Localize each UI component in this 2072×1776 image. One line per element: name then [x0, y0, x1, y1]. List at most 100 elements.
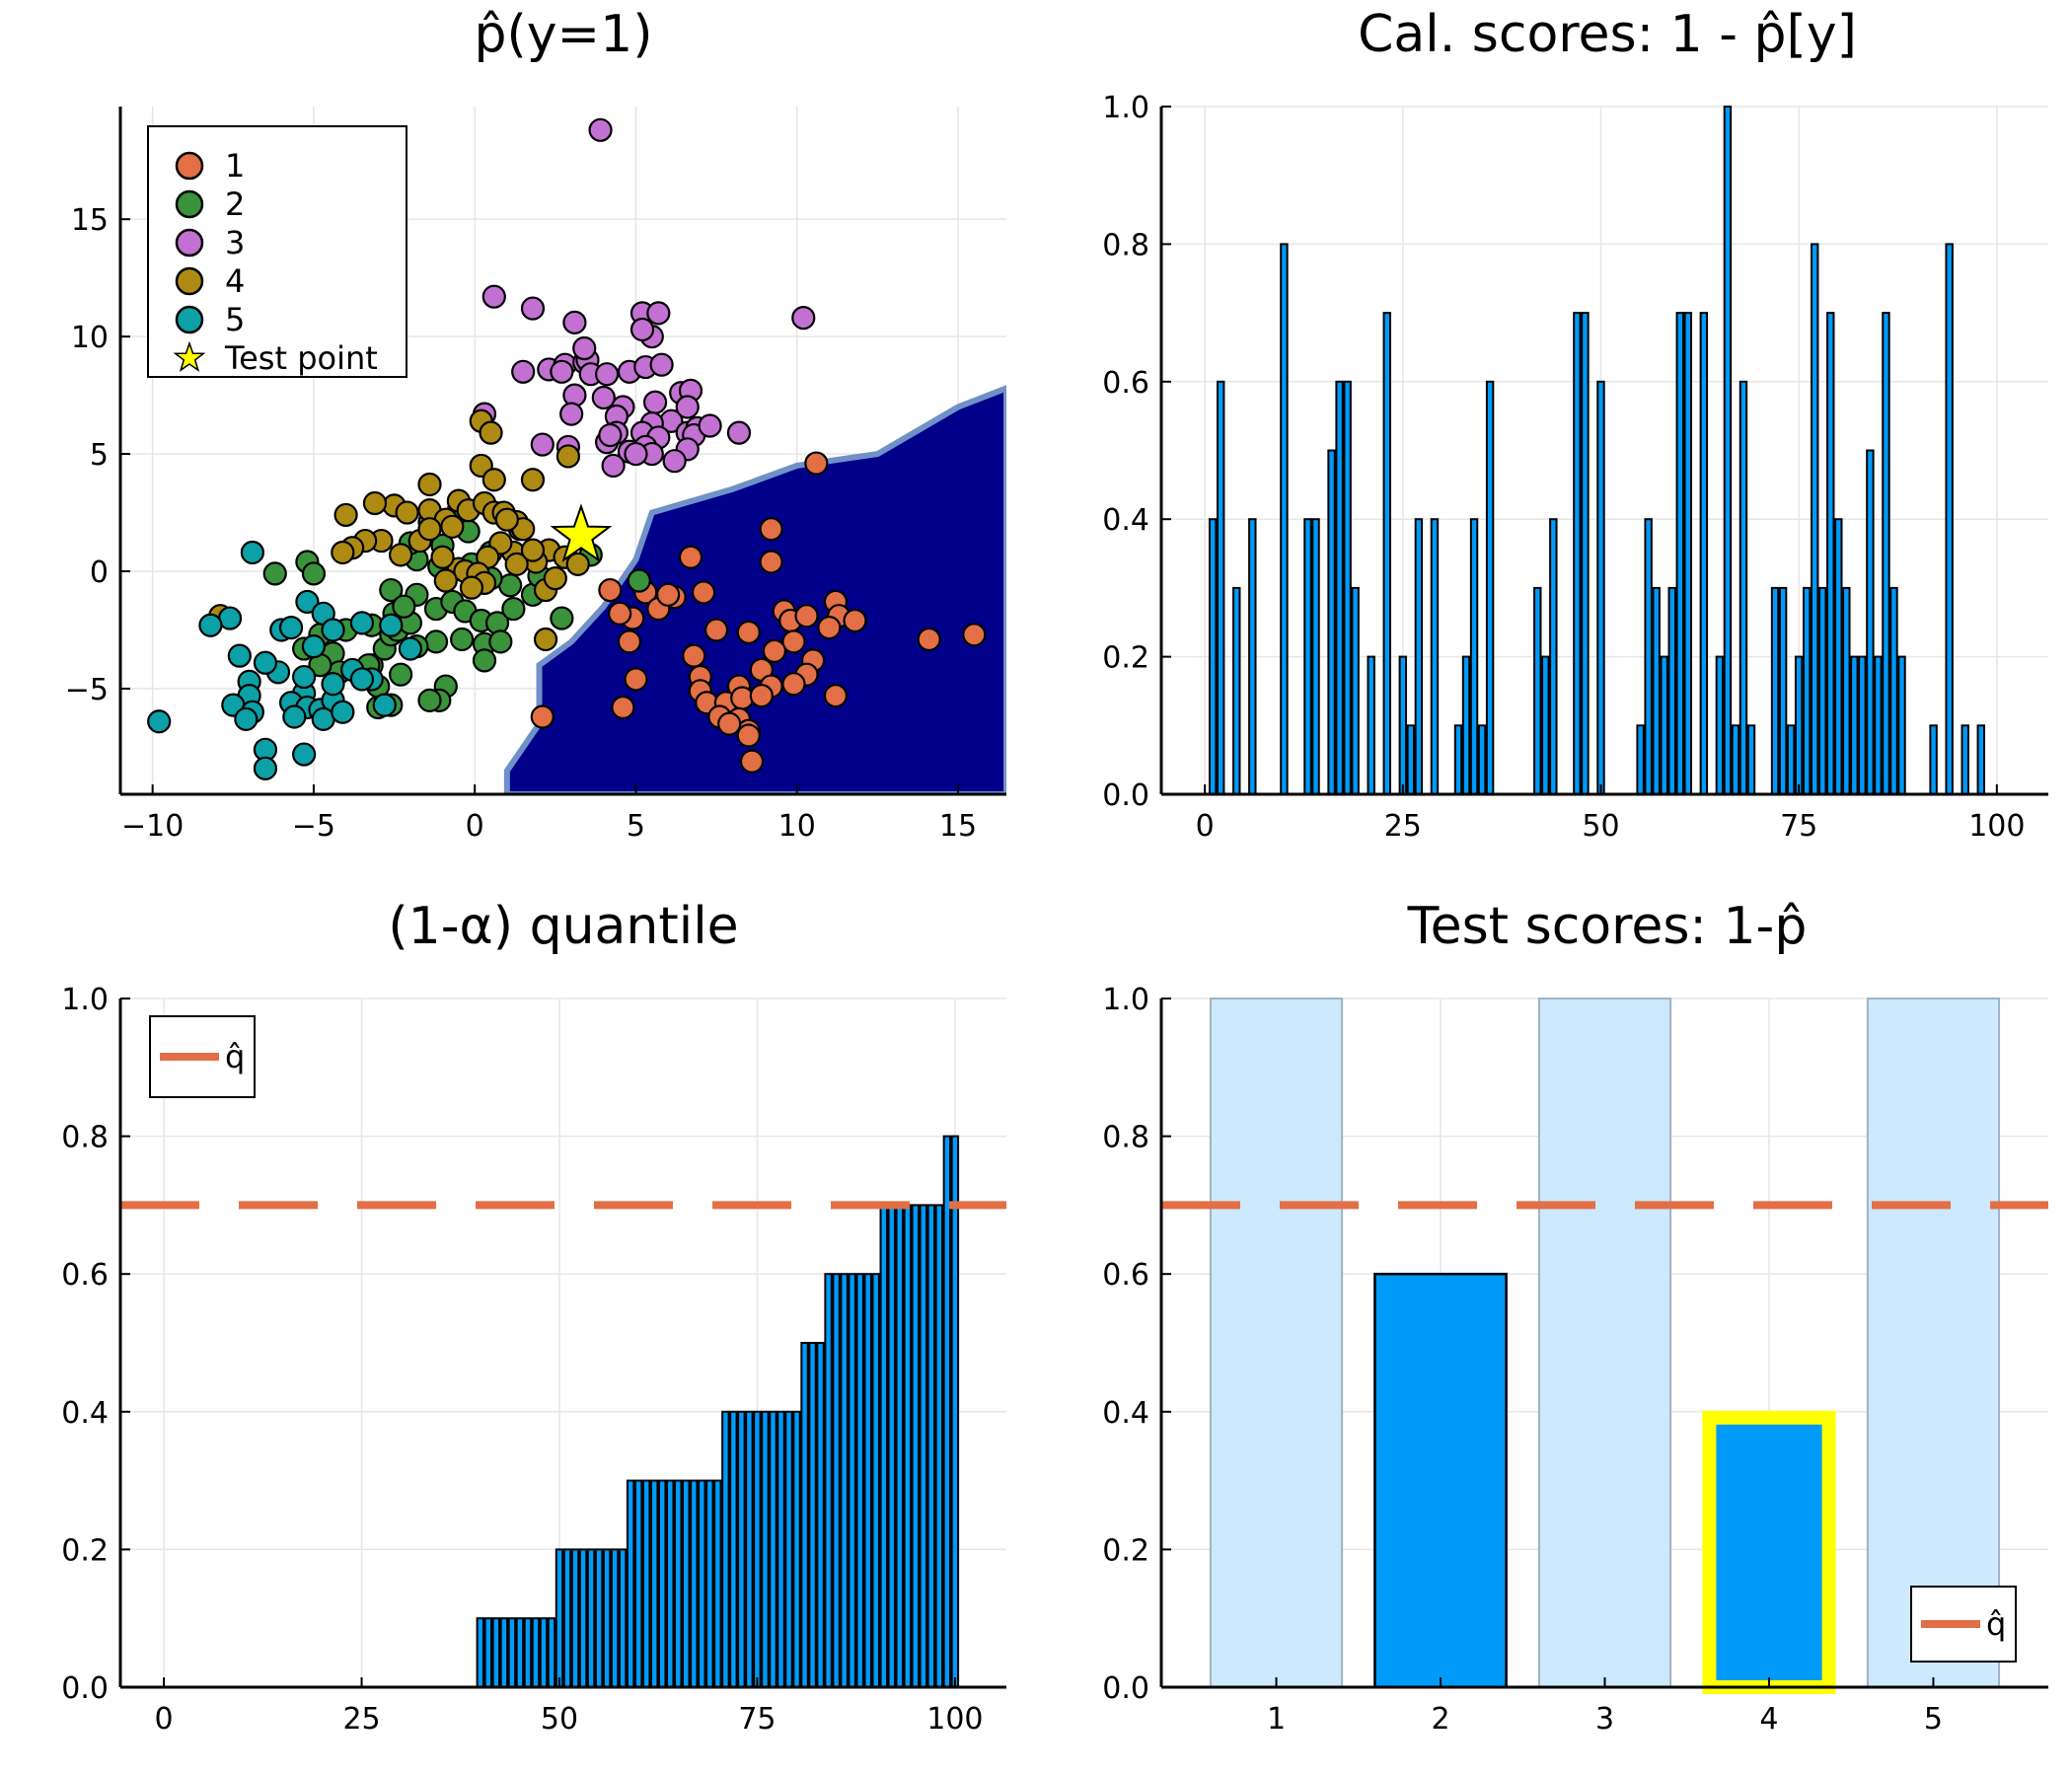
calibration-bar: [1850, 655, 1859, 795]
quantile-bar: [507, 1617, 517, 1688]
legend-marker-2: [175, 189, 204, 219]
legend-marker-1: [175, 151, 204, 181]
calibration-bar: [1430, 518, 1440, 795]
series-1-point: [608, 601, 632, 626]
calibration-title: Cal. scores: 1 - p̂[y]: [1358, 5, 1857, 64]
series-1-point: [682, 643, 706, 668]
test-scores-x-tick-label: 5: [1924, 1702, 1943, 1737]
test-scores-y-tick-label: 0.2: [1102, 1533, 1149, 1568]
calibration-bar: [1327, 449, 1336, 795]
series-5-point: [198, 613, 223, 637]
quantile-title: (1-α) quantile: [388, 897, 738, 956]
series-3-point: [629, 317, 655, 342]
quantile-bar: [816, 1342, 825, 1688]
series-2-point: [262, 561, 287, 586]
series-5-point: [292, 664, 317, 690]
quantile-y-tick-label: 1.0: [61, 983, 109, 1017]
series-4-point: [520, 538, 546, 562]
series-4-point: [395, 500, 419, 525]
calibration-bar: [1882, 312, 1890, 795]
series-1-point: [781, 629, 806, 654]
quantile-bar: [863, 1273, 872, 1688]
calibration-x-tick-label: 0: [1196, 809, 1215, 844]
series-4-point: [440, 514, 465, 539]
quantile-bar: [633, 1479, 643, 1688]
legend-marker-test-point: [173, 340, 206, 372]
series-3-point: [726, 420, 752, 445]
legend-label-5: 5: [225, 301, 245, 338]
series-4-point: [520, 468, 546, 492]
quantile-y-tick-label: 0.2: [61, 1533, 109, 1568]
calibration-bar: [1834, 518, 1843, 795]
quantile-x-tick-label: 50: [541, 1702, 578, 1737]
calibration-bar: [1889, 586, 1898, 796]
scatter-points: [147, 117, 987, 780]
calibration-bar: [1248, 518, 1257, 795]
calibration-x-tick-label: 100: [1968, 809, 2025, 844]
series-1-point: [962, 623, 987, 647]
series-4-point: [504, 552, 529, 576]
quantile-x-tick-label: 0: [155, 1702, 174, 1737]
calibration-bar: [1866, 449, 1875, 795]
quantile-legend: q̂: [149, 1015, 256, 1098]
test-scores-y-tick-label: 0.8: [1102, 1121, 1149, 1155]
series-2-point: [550, 606, 574, 630]
test-scores-y-tick-label: 0.0: [1102, 1671, 1149, 1706]
calibration-bar: [1596, 380, 1605, 795]
test-scores-legend: q̂: [1910, 1586, 2017, 1663]
calibration-y-tick-label: 0.0: [1102, 778, 1149, 813]
series-3-point: [675, 395, 700, 419]
quantile-bar: [649, 1479, 659, 1688]
series-2-point: [379, 577, 404, 603]
series-4-point: [565, 552, 590, 576]
quantile-bar: [792, 1410, 801, 1689]
scatter-x-tick-label: 0: [466, 809, 484, 844]
quantile-bar: [705, 1479, 714, 1688]
quantile-bar: [855, 1273, 864, 1688]
legend-label-2: 2: [225, 185, 245, 223]
quantile-bar: [674, 1479, 683, 1688]
calibration-bar: [1382, 312, 1391, 795]
quantile-y-tick-label: 0.6: [61, 1258, 109, 1293]
quantile-bar: [698, 1479, 706, 1688]
calibration-bar: [1477, 724, 1487, 795]
series-1-point: [823, 683, 849, 708]
series-4-point: [481, 468, 506, 492]
scatter-y-tick-label: 15: [71, 203, 109, 238]
quantile-bar: [602, 1548, 612, 1689]
calibration-y-tick-label: 0.8: [1102, 228, 1149, 262]
series-2-point: [301, 561, 327, 586]
series-4-point: [459, 575, 484, 600]
calibration-bar: [1469, 518, 1479, 795]
quantile-bar: [476, 1617, 485, 1688]
test-scores-panel: Test scores: 1-p̂ 1 2 3 4 5 0.0 0.2 0.4 0.6 0.8 1.…: [1102, 897, 2048, 1737]
quantile-bar: [626, 1479, 635, 1688]
series-3-point: [601, 453, 626, 479]
test-score-bar-excluded: [1866, 998, 2001, 1688]
calibration-bar: [1581, 312, 1590, 795]
series-3-point: [662, 449, 687, 474]
series-1-point: [691, 580, 716, 605]
quantile-bar: [761, 1410, 770, 1689]
calibration-axes: 0 25 50 75 100 0.0 0.2 0.4 0.6 0.8 1.0: [1102, 91, 2048, 844]
series-4-point: [479, 420, 503, 445]
series-5-point: [379, 613, 404, 637]
scatter-x-tick-label: 10: [778, 809, 816, 844]
test-scores-x-tick-label: 1: [1267, 1702, 1286, 1737]
series-2-point: [392, 594, 416, 619]
legend-marker-3: [175, 228, 204, 258]
scatter-title: p̂(y=1): [474, 5, 652, 64]
quantile-bar: [926, 1204, 936, 1689]
quantile-bar: [523, 1617, 533, 1688]
calibration-bar: [1675, 312, 1684, 795]
series-2-point: [627, 568, 651, 593]
decision-region: [503, 385, 1006, 794]
calibration-x-tick-label: 25: [1384, 809, 1422, 844]
test-point-star: [550, 503, 613, 563]
scatter-x-tick-label: 15: [939, 809, 977, 844]
series-5-point: [292, 742, 317, 767]
series-3-point: [624, 441, 648, 467]
series-4-point: [555, 444, 580, 469]
series-4-point: [494, 507, 519, 532]
